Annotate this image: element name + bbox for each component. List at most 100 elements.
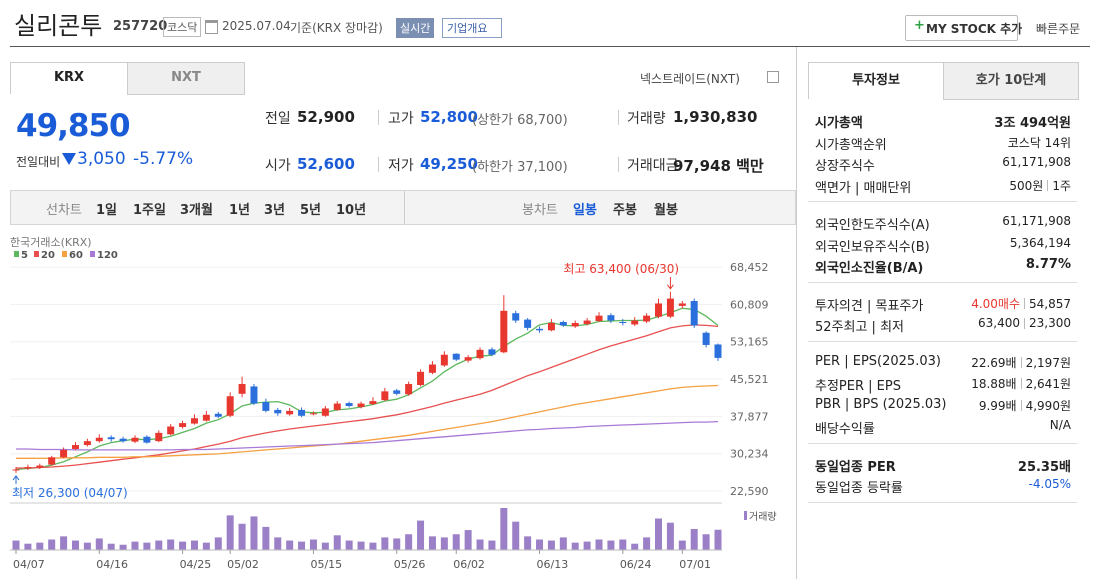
my-stock-text[interactable]: MY STOCK 추가 xyxy=(926,22,1023,36)
current-price: 49,850 xyxy=(16,108,131,144)
my-stock-button[interactable] xyxy=(905,15,1018,41)
info-value: 코스닥 14위 xyxy=(1007,135,1071,150)
quote-separator xyxy=(618,157,619,172)
period-option[interactable]: 5년 xyxy=(300,203,322,218)
candle-period-option[interactable]: 월봉 xyxy=(654,203,678,218)
x-tick-label: 06/24 xyxy=(620,558,652,571)
moving-average-line xyxy=(16,420,719,451)
volume-bar xyxy=(143,542,151,550)
period-option[interactable]: 1주일 xyxy=(133,203,166,218)
candle-body xyxy=(643,315,651,322)
volume-bar xyxy=(333,535,341,550)
volume-bar xyxy=(512,521,520,550)
stock-name: 실리콘투 xyxy=(14,12,103,40)
volume-bar xyxy=(214,537,222,550)
info-label: 동일업종 PER xyxy=(815,459,896,475)
volume-bar xyxy=(286,540,294,550)
volume-bar xyxy=(250,516,258,550)
candle-period-option[interactable]: 주봉 xyxy=(613,203,637,218)
volume-bar xyxy=(309,539,317,550)
volume-bar xyxy=(83,542,91,550)
volume-bar xyxy=(571,542,579,550)
info-icon xyxy=(767,71,779,83)
section-line xyxy=(808,442,1077,444)
candle-body xyxy=(500,310,508,353)
candle-body xyxy=(12,469,20,471)
moving-average-line xyxy=(16,384,719,459)
info-label: 액면가 | 매매단위 xyxy=(815,180,912,196)
change-value: 3,050 xyxy=(77,149,126,169)
legend-swatch xyxy=(34,251,39,257)
period-option[interactable]: 10년 xyxy=(336,203,367,218)
legend-label: 5 xyxy=(21,250,28,261)
quote-value: 52,800 xyxy=(420,108,478,126)
y-tick-label: 22,590 xyxy=(730,485,769,498)
volume-bar xyxy=(202,542,210,550)
volume-bar xyxy=(607,540,615,550)
info-label: 투자의견 | 목표주가 xyxy=(815,298,924,314)
info-values: 22.69배 2,197원 xyxy=(971,354,1071,371)
candle-body xyxy=(226,396,234,416)
info-value: 9.99배 xyxy=(978,398,1017,413)
candle-body xyxy=(714,344,722,358)
candle-body xyxy=(286,410,294,415)
candle-body xyxy=(214,413,222,417)
info-values: 5,364,194 xyxy=(1010,236,1071,250)
info-label: 동일업종 등락률 xyxy=(815,481,903,496)
info-value: 23,300 xyxy=(1029,316,1071,330)
candle-body xyxy=(309,413,317,415)
quote-value: 1,930,830 xyxy=(673,108,758,126)
info-values: 18.88배 2,641원 xyxy=(971,375,1071,392)
tab-nxt[interactable]: NXT xyxy=(127,62,245,95)
candle-body xyxy=(238,384,246,394)
tab-krx[interactable]: KRX xyxy=(10,62,128,94)
moving-average-line xyxy=(16,324,719,469)
candle-body xyxy=(417,371,425,386)
volume-bar xyxy=(274,537,282,550)
info-values: 4.00매수 54,857 xyxy=(971,295,1071,312)
volume-label: 거래량 xyxy=(749,511,777,523)
candle-body xyxy=(536,328,544,331)
candle-period-option[interactable]: 일봉 xyxy=(573,203,597,218)
info-label: 외국인소진율(B/A) xyxy=(815,261,924,276)
realtime-badge[interactable]: 실시간 xyxy=(396,18,435,38)
quote-value: 49,250 xyxy=(420,155,478,173)
volume-bar xyxy=(714,529,722,550)
candle-body xyxy=(179,423,187,427)
candle-body xyxy=(250,386,258,404)
candle-body xyxy=(262,402,270,411)
nextrade-link[interactable]: 넥스트레이드(NXT) xyxy=(640,72,740,86)
period-option[interactable]: 1일 xyxy=(96,203,118,218)
period-option[interactable]: 3개월 xyxy=(180,203,213,218)
candle-body xyxy=(571,322,579,327)
side-tab-info[interactable]: 투자정보 xyxy=(808,62,944,99)
period-bar xyxy=(10,190,796,225)
y-tick-label: 30,234 xyxy=(730,448,769,461)
company-overview[interactable]: 기업개요 xyxy=(442,18,503,38)
low-arrow xyxy=(12,475,20,484)
period-option[interactable]: 3년 xyxy=(264,203,286,218)
x-tick-label: 06/13 xyxy=(537,558,569,571)
candle-body xyxy=(488,349,496,355)
quick-order[interactable]: 빠른주문 xyxy=(1036,22,1081,36)
volume-bar xyxy=(262,526,270,550)
section-line xyxy=(808,281,1077,283)
volume-bar xyxy=(381,537,389,550)
volume-bar xyxy=(345,540,353,550)
volume-bar xyxy=(24,543,32,550)
volume-bar xyxy=(36,542,44,550)
base-date: 2025.07.04 xyxy=(222,19,291,33)
info-label: 외국인보유주식수(B) xyxy=(815,239,930,255)
period-option[interactable]: 1년 xyxy=(229,203,251,218)
info-label: 시가총액 xyxy=(815,116,863,131)
info-value: 8.77% xyxy=(1025,257,1071,272)
quote-label: 시가 xyxy=(265,158,291,174)
candle-body xyxy=(274,409,282,414)
candle-body xyxy=(83,441,91,446)
side-tab-orderbook[interactable]: 호가 10단계 xyxy=(943,62,1079,100)
volume-bar xyxy=(476,539,484,550)
legend-swatch xyxy=(90,251,95,257)
volume-bar xyxy=(405,534,413,550)
candle-body xyxy=(702,332,710,345)
